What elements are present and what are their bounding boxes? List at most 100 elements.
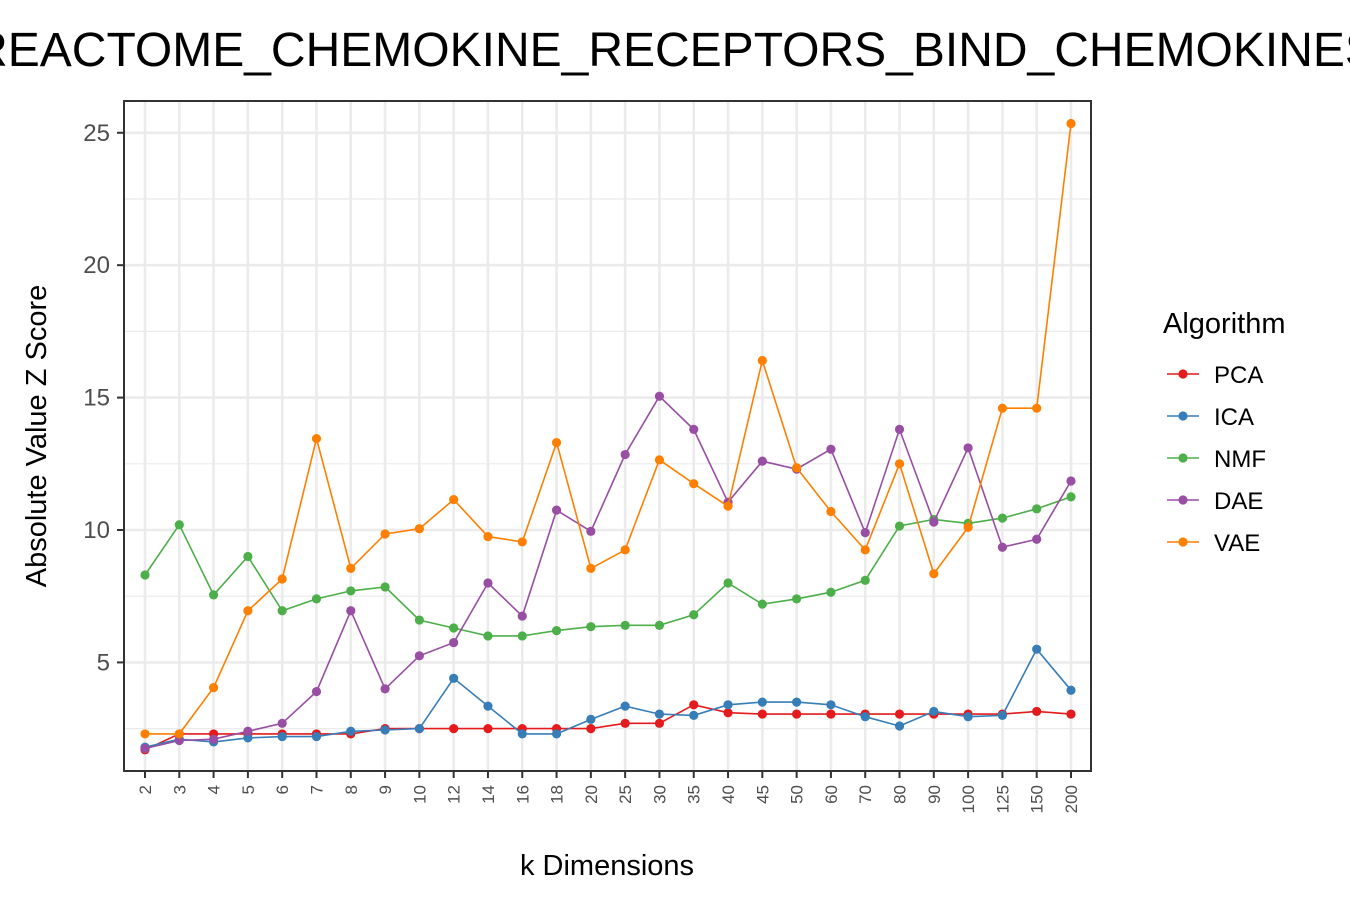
- x-axis: 2 3 4 5 6 7 8 9 10 12 14 16 18 20 25 30 35 40 45 50 60 70 80 90…: [136, 771, 1081, 813]
- minor-gridlines: [124, 198, 1091, 730]
- data-point-nmf: [243, 551, 253, 562]
- data-point-vae: [757, 355, 767, 366]
- data-point-dae: [174, 735, 184, 746]
- data-point-ica: [311, 731, 322, 742]
- y-axis: 5 10 15 20 25: [83, 120, 124, 676]
- data-point-ica: [792, 697, 802, 707]
- series-line-ica: [144, 647, 1072, 748]
- data-point-vae: [997, 403, 1008, 413]
- series-ica: [140, 644, 1076, 752]
- legend-key-point: [1178, 411, 1188, 421]
- legend-item-ica: ICA: [1167, 404, 1254, 431]
- data-point-ica: [483, 701, 493, 711]
- x-tick-label: 150: [1028, 785, 1047, 813]
- data-point-ica: [620, 701, 630, 711]
- data-point-nmf: [654, 620, 665, 630]
- legend-label: DAE: [1214, 488, 1263, 515]
- data-point-nmf: [586, 622, 596, 632]
- data-point-nmf: [140, 570, 150, 580]
- x-tick-label: 9: [376, 785, 395, 794]
- series-line-nmf: [144, 496, 1072, 637]
- data-point-nmf: [277, 606, 287, 616]
- data-point-nmf: [483, 631, 493, 641]
- legend-label: VAE: [1214, 530, 1260, 557]
- data-point-nmf: [723, 578, 733, 588]
- data-point-pca: [1066, 709, 1076, 719]
- data-point-vae: [517, 537, 527, 547]
- data-point-pca: [449, 724, 459, 734]
- legend-item-pca: PCA: [1167, 362, 1263, 389]
- x-tick-label: 35: [685, 785, 704, 804]
- y-tick-label: 20: [83, 252, 110, 279]
- x-tick-label: 100: [959, 785, 978, 813]
- data-point-nmf: [826, 587, 836, 597]
- data-point-vae: [414, 524, 424, 534]
- data-point-nmf: [346, 586, 356, 596]
- data-point-vae: [140, 729, 150, 739]
- x-tick-label: 4: [205, 785, 224, 794]
- data-point-pca: [723, 708, 733, 718]
- x-tick-label: 40: [719, 785, 738, 804]
- data-point-ica: [894, 721, 905, 731]
- data-point-dae: [997, 542, 1008, 552]
- data-point-nmf: [792, 594, 802, 604]
- legend-item-nmf: NMF: [1167, 446, 1266, 473]
- legend-label: ICA: [1214, 404, 1254, 431]
- x-tick-label: 125: [993, 785, 1012, 813]
- data-point-vae: [1032, 403, 1042, 413]
- data-point-vae: [826, 506, 836, 517]
- x-axis-title: k Dimensions: [520, 850, 694, 882]
- data-point-pca: [894, 709, 905, 719]
- data-point-ica: [1032, 644, 1042, 654]
- data-point-vae: [929, 569, 939, 579]
- data-point-ica: [449, 673, 459, 683]
- series-nmf: [140, 492, 1076, 641]
- legend-key-point: [1178, 495, 1188, 505]
- series-line-pca: [144, 703, 1072, 751]
- data-point-nmf: [174, 520, 184, 530]
- data-point-dae: [277, 718, 287, 728]
- data-point-ica: [517, 729, 527, 739]
- y-tick-label: 5: [97, 649, 110, 676]
- data-point-vae: [723, 501, 733, 511]
- data-point-dae: [140, 743, 150, 754]
- data-point-vae: [860, 545, 870, 555]
- data-point-nmf: [517, 631, 527, 641]
- data-point-dae: [551, 505, 562, 515]
- x-tick-label: 20: [582, 785, 601, 804]
- data-point-ica: [689, 710, 699, 720]
- data-point-nmf: [997, 513, 1008, 523]
- data-point-ica: [929, 706, 939, 717]
- data-point-nmf: [551, 626, 562, 636]
- data-point-dae: [1032, 534, 1042, 544]
- data-point-dae: [208, 734, 219, 744]
- y-tick-label: 25: [83, 120, 110, 147]
- data-point-dae: [311, 686, 322, 697]
- data-point-ica: [414, 724, 424, 734]
- data-point-ica: [826, 700, 836, 710]
- x-tick-label: 90: [925, 785, 944, 804]
- data-point-vae: [654, 455, 665, 465]
- data-point-ica: [1066, 685, 1076, 695]
- data-point-dae: [894, 424, 905, 434]
- data-point-vae: [963, 522, 973, 532]
- data-point-ica: [654, 709, 665, 719]
- data-point-pca: [483, 724, 493, 734]
- data-point-nmf: [414, 615, 424, 625]
- data-point-dae: [620, 449, 630, 460]
- data-point-ica: [277, 731, 287, 742]
- data-point-ica: [997, 710, 1008, 720]
- data-point-ica: [380, 725, 390, 735]
- data-point-nmf: [449, 623, 459, 633]
- major-gridlines: [124, 101, 1091, 771]
- data-point-nmf: [1066, 492, 1076, 502]
- series-line-vae: [145, 123, 1072, 735]
- data-point-nmf: [860, 575, 870, 585]
- data-point-pca: [757, 709, 767, 719]
- x-tick-label: 2: [136, 785, 155, 794]
- data-point-ica: [243, 733, 253, 743]
- data-point-pca: [826, 709, 836, 719]
- data-point-vae: [449, 494, 459, 505]
- data-point-ica: [757, 697, 767, 707]
- data-point-dae: [860, 528, 870, 538]
